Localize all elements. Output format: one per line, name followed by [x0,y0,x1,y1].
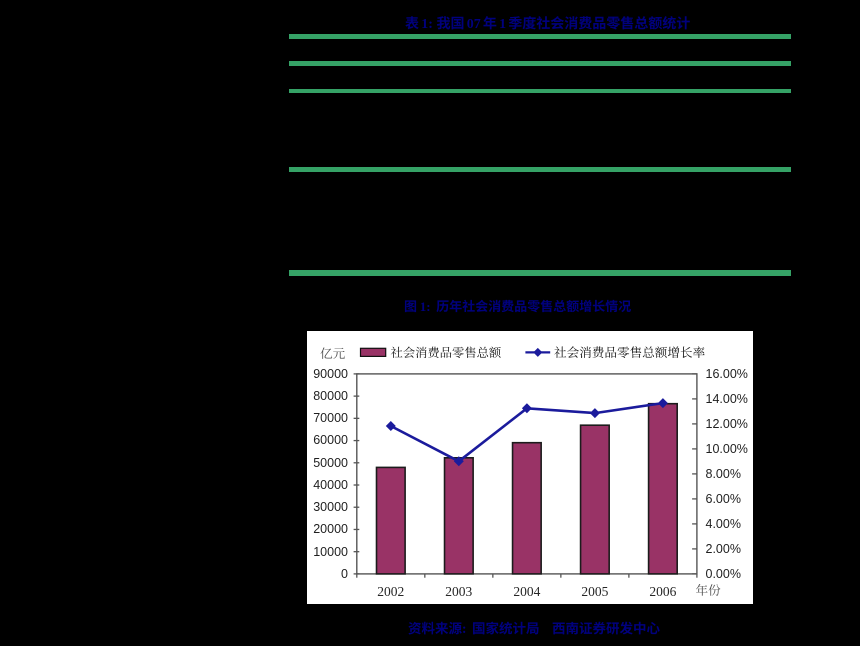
svg-text:1: 1 [499,17,506,32]
svg-text:1:: 1: [420,299,431,314]
svg-text:07: 07 [467,17,481,32]
svg-text:1:: 1: [421,17,433,32]
svg-text::: : [462,621,467,636]
